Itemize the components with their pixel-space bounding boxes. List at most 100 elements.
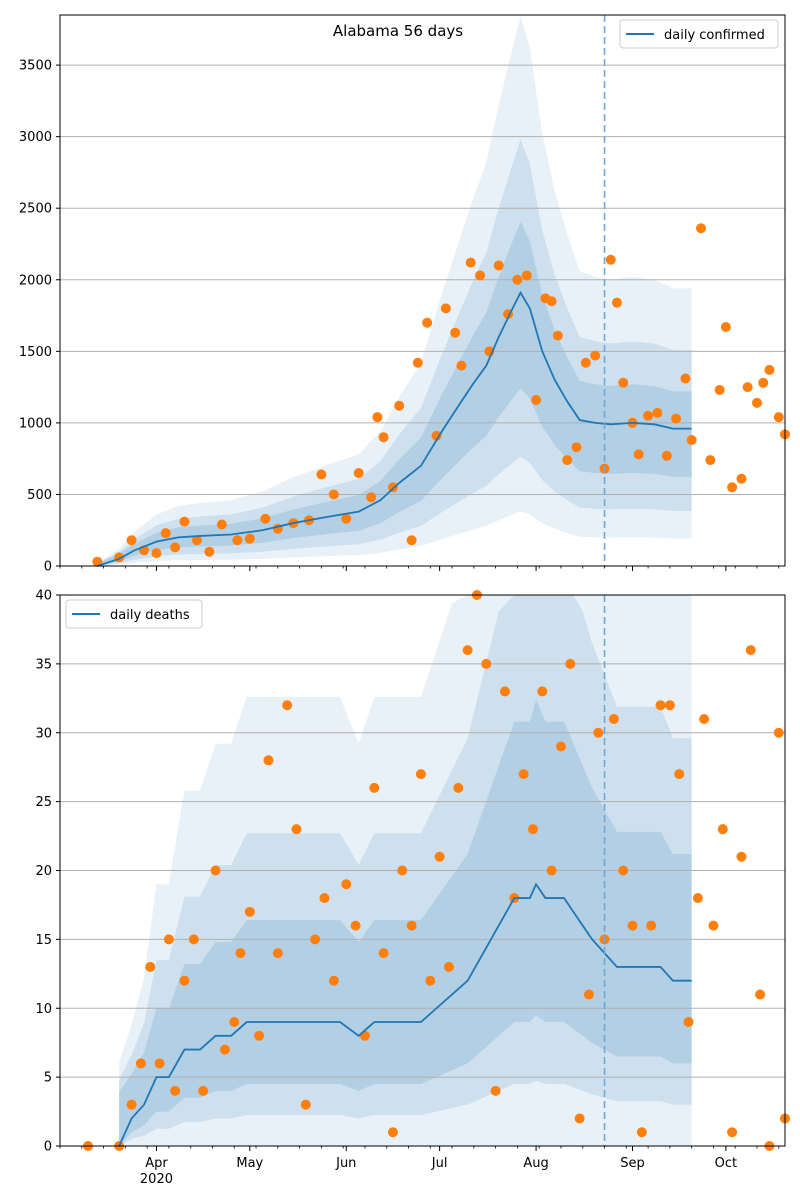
observed-point	[618, 865, 629, 876]
observed-point	[565, 658, 576, 669]
observed-point	[527, 824, 538, 835]
observed-point	[583, 989, 594, 1000]
y-tick-label: 20	[35, 864, 52, 879]
deaths-observed-points	[83, 590, 790, 1151]
observed-point	[636, 1127, 647, 1138]
observed-point	[773, 727, 784, 738]
observed-point	[179, 975, 190, 986]
series-line	[118, 882, 692, 1147]
observed-point	[727, 1127, 738, 1138]
x-tick-label: May	[236, 1156, 263, 1171]
observed-point	[170, 1085, 181, 1096]
observed-point	[618, 377, 629, 388]
observed-point	[758, 377, 769, 388]
observed-point	[456, 360, 467, 371]
observed-point	[179, 516, 190, 527]
x-tick-label: Jun	[335, 1156, 356, 1171]
observed-point	[232, 535, 243, 546]
observed-point	[720, 321, 731, 332]
uncertainty-band	[97, 139, 692, 566]
y-tick-label: 3000	[19, 130, 52, 145]
observed-point	[235, 948, 246, 959]
y-tick-label: 2000	[19, 273, 52, 288]
observed-point	[742, 382, 753, 393]
observed-point	[282, 700, 293, 711]
uncertainty-band	[97, 16, 692, 567]
deaths-line-layer	[118, 882, 692, 1147]
uncertainty-band	[97, 221, 692, 566]
observed-point	[369, 782, 380, 793]
observed-point	[674, 769, 685, 780]
observed-point	[244, 906, 255, 917]
observed-point	[646, 920, 657, 931]
deaths-legend: daily deaths	[65, 599, 203, 629]
observed-point	[210, 865, 221, 876]
observed-point	[204, 546, 215, 557]
observed-point	[366, 492, 377, 503]
observed-point	[661, 450, 672, 461]
observed-point	[590, 350, 601, 361]
observed-point	[406, 535, 417, 546]
observed-point	[453, 782, 464, 793]
observed-point	[683, 1017, 694, 1028]
observed-point	[562, 455, 573, 466]
observed-point	[571, 442, 582, 453]
observed-point	[387, 1127, 398, 1138]
observed-point	[736, 851, 747, 862]
observed-point	[316, 469, 327, 480]
observed-point	[387, 482, 398, 493]
y-tick-label: 1500	[19, 345, 52, 360]
legend-label-deaths: daily deaths	[110, 608, 190, 623]
observed-point	[219, 1044, 230, 1055]
observed-point	[216, 519, 227, 530]
observed-point	[751, 397, 762, 408]
observed-point	[512, 274, 523, 285]
observed-point	[695, 223, 706, 234]
observed-point	[263, 755, 274, 766]
observed-point	[708, 920, 719, 931]
confirmed-axes: 0 500 1000 1500 2000 2500 3000 3500	[19, 14, 786, 575]
observed-point	[755, 989, 766, 1000]
observed-point	[518, 769, 529, 780]
y-tick-label: 35	[35, 657, 52, 672]
observed-point	[412, 357, 423, 368]
observed-point	[499, 686, 510, 697]
chart-title: Alabama 56 days	[333, 22, 463, 40]
observed-point	[126, 1099, 137, 1110]
observed-point	[443, 961, 454, 972]
observed-point	[521, 270, 532, 281]
observed-point	[440, 303, 451, 314]
observed-point	[717, 824, 728, 835]
observed-point	[328, 489, 339, 500]
observed-point	[397, 865, 408, 876]
observed-point	[593, 727, 604, 738]
x-tick-year-label: 2020	[140, 1172, 173, 1187]
observed-point	[160, 528, 171, 539]
observed-point	[481, 658, 492, 669]
observed-point	[552, 330, 563, 341]
observed-point	[546, 296, 557, 307]
legend-label-confirmed: daily confirmed	[664, 28, 765, 43]
observed-point	[686, 435, 697, 446]
observed-point	[655, 700, 666, 711]
axes-frame	[59, 14, 786, 567]
observed-point	[378, 948, 389, 959]
observed-point	[406, 920, 417, 931]
observed-point	[291, 824, 302, 835]
observed-point	[300, 1099, 311, 1110]
observed-point	[341, 879, 352, 890]
y-tick-label: 0	[44, 560, 52, 575]
observed-point	[163, 934, 174, 945]
observed-point	[170, 542, 181, 553]
y-tick-label: 30	[35, 726, 52, 741]
observed-point	[608, 713, 619, 724]
observed-point	[151, 548, 162, 559]
observed-point	[611, 297, 622, 308]
observed-point	[714, 384, 725, 395]
observed-point	[394, 400, 405, 411]
observed-point	[191, 535, 202, 546]
observed-point	[422, 317, 433, 328]
observed-point	[546, 865, 557, 876]
observed-point	[244, 533, 255, 544]
